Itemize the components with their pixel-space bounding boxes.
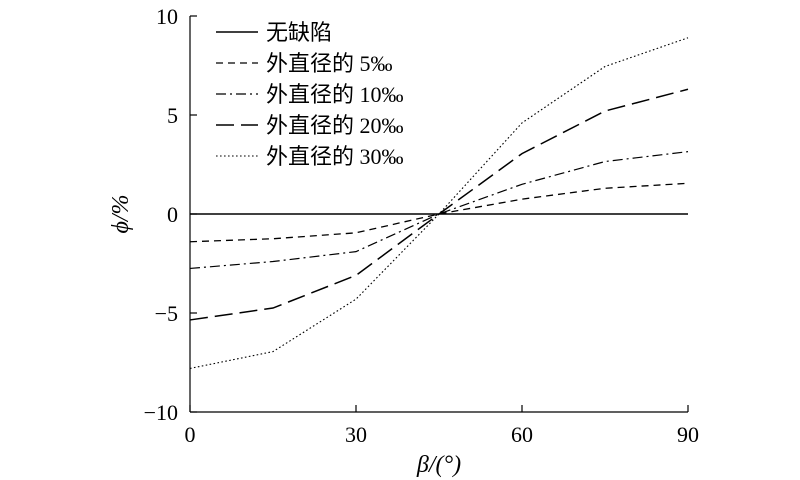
series-line-5 bbox=[189, 37, 689, 369]
x-tick-label: 30 bbox=[345, 422, 367, 447]
series-lines bbox=[189, 37, 689, 369]
series-line-3 bbox=[189, 151, 689, 270]
legend-label-5: 外直径的 30‰ bbox=[266, 144, 404, 169]
x-ticks: 0 30 60 90 bbox=[185, 405, 699, 447]
x-tick-label: 0 bbox=[185, 422, 196, 447]
y-tick-label: −5 bbox=[155, 301, 178, 326]
legend-label-2: 外直径的 5‰ bbox=[266, 51, 393, 76]
y-tick-label: 10 bbox=[156, 4, 178, 29]
y-ticks: −10 −5 0 5 10 bbox=[144, 4, 197, 425]
x-axis-label: β/(°) bbox=[416, 452, 461, 478]
series-line-4 bbox=[189, 88, 689, 321]
y-tick-label: 5 bbox=[167, 103, 178, 128]
x-tick-label: 90 bbox=[677, 422, 699, 447]
x-tick-label: 60 bbox=[511, 422, 533, 447]
legend-label-4: 外直径的 20‰ bbox=[266, 113, 404, 138]
series-line-2 bbox=[189, 182, 689, 243]
legend-label-3: 外直径的 10‰ bbox=[266, 82, 404, 107]
y-tick-label: −10 bbox=[144, 400, 178, 425]
y-axis-label: ϕ/% bbox=[108, 194, 134, 233]
y-tick-label: 0 bbox=[167, 202, 178, 227]
legend-label-1: 无缺陷 bbox=[266, 20, 332, 45]
